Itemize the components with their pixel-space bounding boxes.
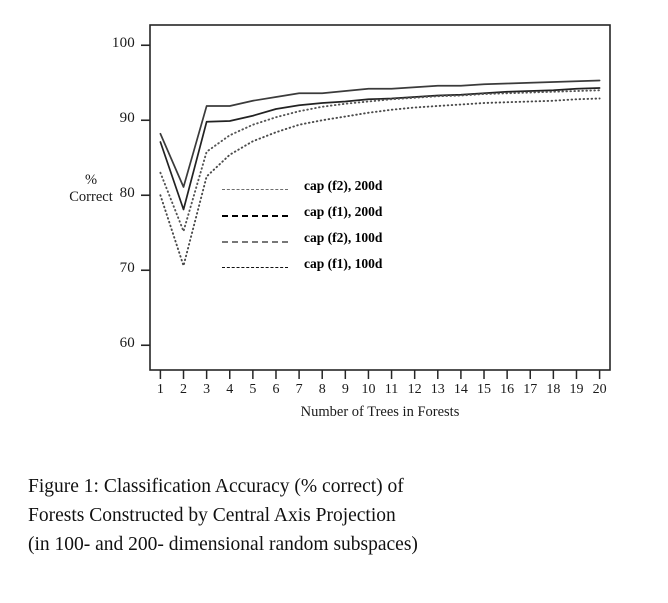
x-axis-tick-label: 7 xyxy=(295,382,303,397)
x-axis-tick-label: 16 xyxy=(500,382,515,397)
legend-label: cap (f2), 100d xyxy=(304,230,383,245)
chart-series-line xyxy=(159,97,601,267)
x-axis-tick-label: 9 xyxy=(341,382,349,397)
legend-swatch xyxy=(222,267,288,268)
x-axis-tick-label: 17 xyxy=(523,382,538,397)
y-axis-tick-label: 100 xyxy=(111,35,135,52)
x-axis-tick-label: 15 xyxy=(477,382,492,397)
x-axis-tick-label: 1 xyxy=(156,382,164,397)
x-axis-tick-label: 18 xyxy=(546,382,561,397)
chart-plot-area: % Correct Number of Trees in Forests cap… xyxy=(54,24,611,420)
caption-line-3: (in 100- and 200- dimensional random sub… xyxy=(28,534,418,555)
legend-swatch xyxy=(222,215,288,217)
x-axis-tick-label: 8 xyxy=(318,382,326,397)
x-axis-tick-label: 3 xyxy=(203,382,211,397)
legend-swatch xyxy=(222,189,288,190)
chart-series-line xyxy=(159,89,601,233)
x-axis-tick-label: 2 xyxy=(180,382,188,397)
x-axis-title: Number of Trees in Forests xyxy=(300,404,460,420)
x-axis-tick-label: 4 xyxy=(226,382,234,397)
legend-label: cap (f1), 200d xyxy=(304,204,383,219)
x-axis-tick-label: 6 xyxy=(272,382,280,397)
x-axis-tick-label: 11 xyxy=(384,382,399,397)
x-axis-tick-label: 10 xyxy=(361,382,376,397)
x-axis-tick-label: 13 xyxy=(430,382,445,397)
y-axis-tick-label: 90 xyxy=(119,110,135,127)
x-axis-tick-label: 12 xyxy=(407,382,422,397)
chart-series-line xyxy=(159,79,601,188)
legend-label: cap (f2), 200d xyxy=(304,178,383,193)
y-axis-title: % Correct xyxy=(54,172,128,206)
y-axis-tick-label: 60 xyxy=(119,335,135,352)
figure-caption: Figure 1: Classification Accuracy (% cor… xyxy=(28,472,636,559)
legend-swatch xyxy=(222,241,288,243)
x-axis-tick-label: 5 xyxy=(249,382,257,397)
y-axis-tick-label: 70 xyxy=(119,260,135,277)
x-axis-tick-label: 19 xyxy=(569,382,584,397)
x-axis-tick-label: 14 xyxy=(453,382,468,397)
caption-line-1: Figure 1: Classification Accuracy (% cor… xyxy=(28,476,404,497)
plot-frame xyxy=(149,24,611,371)
x-axis-tick-label: 20 xyxy=(592,382,607,397)
y-axis-tick-label: 80 xyxy=(119,185,135,202)
legend-label: cap (f1), 100d xyxy=(304,256,383,271)
chart-canvas xyxy=(141,24,611,379)
y-axis-title-line-1: % xyxy=(84,172,98,188)
chart-series-line xyxy=(159,87,601,211)
caption-line-2: Forests Constructed by Central Axis Proj… xyxy=(28,505,396,526)
y-axis-title-line-2: Correct xyxy=(69,189,113,205)
